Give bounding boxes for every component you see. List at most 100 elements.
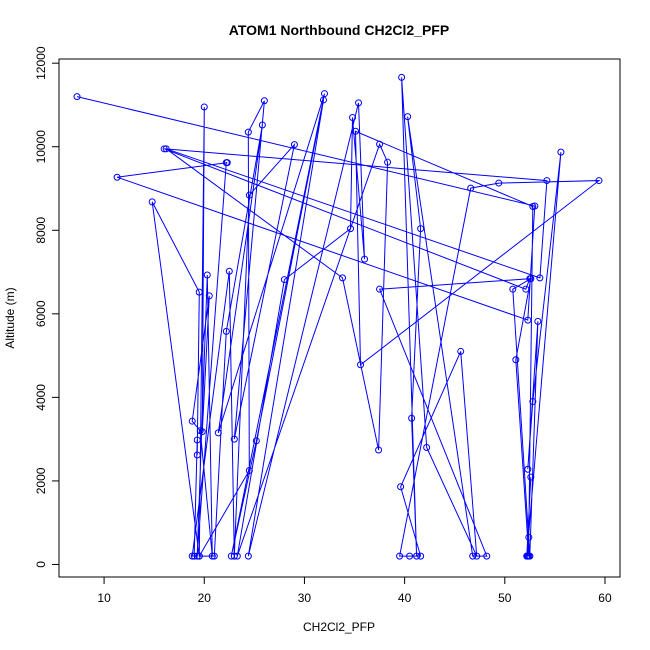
data-point [244,552,252,560]
data-point [355,99,363,107]
data-point [352,127,360,135]
data-point [361,255,369,263]
data-point [396,552,404,560]
y-tick-label-2: 4000 [34,384,48,411]
data-point [200,103,208,111]
data-point [397,483,405,491]
x-tick-label-5: 60 [598,591,612,605]
data-point [208,552,216,560]
plot-frame [58,58,621,578]
data-point [244,128,252,136]
x-axis: 10 20 30 40 50 60 [97,577,612,605]
data-point [214,429,222,437]
data-point [339,274,347,282]
data-point [469,552,477,560]
data-point [349,113,357,121]
y-tick-label-5: 10000 [34,130,48,164]
data-point [195,288,203,296]
data-point [193,552,201,560]
data-point [525,533,533,541]
data-point [483,552,491,560]
x-axis-label: CH2Cl2_PFP [303,620,375,634]
data-point [417,552,425,560]
y-tick-label-6: 12000 [34,46,48,80]
data-point [467,184,475,192]
data-point [534,317,542,325]
data-point [162,145,170,153]
data-point [595,177,603,185]
x-tick-label-4: 50 [498,591,512,605]
data-point [523,552,531,560]
data-point [188,552,196,560]
data-point [347,225,355,233]
data-point [205,292,213,300]
data-point [203,271,211,279]
data-point [375,446,383,454]
data-point [522,285,530,293]
data-point [319,96,327,104]
data-point [280,276,288,284]
data-point [529,202,537,210]
data-point [524,316,532,324]
data-point [543,177,551,185]
y-axis-label: Altitude (m) [3,287,17,348]
data-point [527,275,535,283]
data-point [245,191,253,199]
data-point [512,356,520,364]
series-line-0 [76,77,601,557]
data-point [160,145,168,153]
data-point [376,285,384,293]
series-layer [73,73,603,560]
data-point [290,141,298,149]
data-point [210,552,218,560]
data-point [495,179,503,187]
data-point [148,198,156,206]
data-point [529,398,537,406]
x-tick-label-0: 10 [97,591,111,605]
data-point [423,444,431,451]
data-point [557,148,565,156]
data-point [222,159,230,167]
chart-title: ATOM1 Northbound CH2Cl2_PFP [229,22,449,38]
data-point [417,225,425,233]
data-point [473,552,481,560]
data-point [404,113,412,121]
data-point [527,473,535,481]
data-point [198,428,206,436]
data-point [357,361,365,369]
data-point [225,267,233,275]
x-tick-label-3: 40 [398,591,412,605]
data-point [536,274,544,282]
data-point [260,97,268,105]
data-point [230,435,238,443]
data-point [252,437,260,445]
data-point [406,552,414,560]
data-point [526,552,534,560]
data-point [258,121,266,129]
y-tick-label-3: 6000 [34,300,48,327]
y-axis: 0 2000 4000 6000 8000 10000 12000 [34,46,59,568]
data-point [413,552,421,560]
data-point [384,158,392,166]
data-point [245,466,253,474]
data-point [524,465,532,473]
data-point [195,552,203,560]
x-tick-label-1: 20 [198,591,212,605]
y-tick-label-4: 8000 [34,217,48,244]
y-tick-label-1: 2000 [34,467,48,494]
data-point [188,417,196,425]
data-point [73,93,81,101]
data-point [193,451,201,459]
data-point [457,347,465,355]
y-tick-label-0: 0 [34,561,48,568]
data-point [509,285,517,293]
x-tick-label-2: 30 [298,591,312,605]
data-point [408,414,416,422]
data-point [233,552,241,560]
data-point [398,73,406,81]
data-point [190,552,198,560]
data-point [193,436,201,444]
data-point [113,173,121,181]
data-point [376,140,384,148]
